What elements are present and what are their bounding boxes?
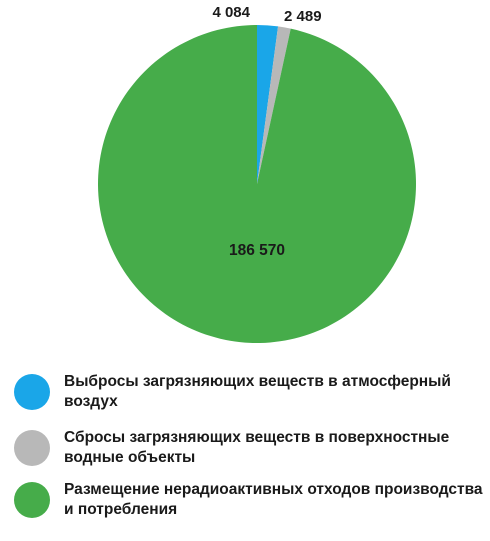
legend-swatch-waste: [14, 482, 50, 518]
legend: Выбросы загрязняющих веществ в атмосферн…: [14, 372, 484, 536]
legend-item-emissions: Выбросы загрязняющих веществ в атмосферн…: [14, 372, 484, 412]
pie-slice-discharges: [257, 26, 291, 185]
pie-value-label-discharges: 2 489: [284, 8, 322, 25]
legend-swatch-emissions: [14, 374, 50, 410]
pie-slice-waste: [97, 25, 416, 344]
pie-slice-emissions: [257, 25, 279, 184]
legend-label-waste: Размещение нерадиоактивных отходов произ…: [64, 481, 483, 518]
pie-value-label-waste: 186 570: [229, 242, 285, 259]
pie-value-label-emissions: 4 084: [212, 4, 250, 21]
legend-label-emissions: Выбросы загрязняющих веществ в атмосферн…: [64, 373, 451, 410]
legend-item-waste: Размещение нерадиоактивных отходов произ…: [14, 480, 484, 520]
legend-label-discharges: Сбросы загрязняющих веществ в поверхност…: [64, 429, 450, 466]
pie-chart: 4 084 2 489 186 570: [97, 4, 416, 344]
legend-swatch-discharges: [14, 430, 50, 466]
legend-item-discharges: Сбросы загрязняющих веществ в поверхност…: [14, 428, 484, 468]
